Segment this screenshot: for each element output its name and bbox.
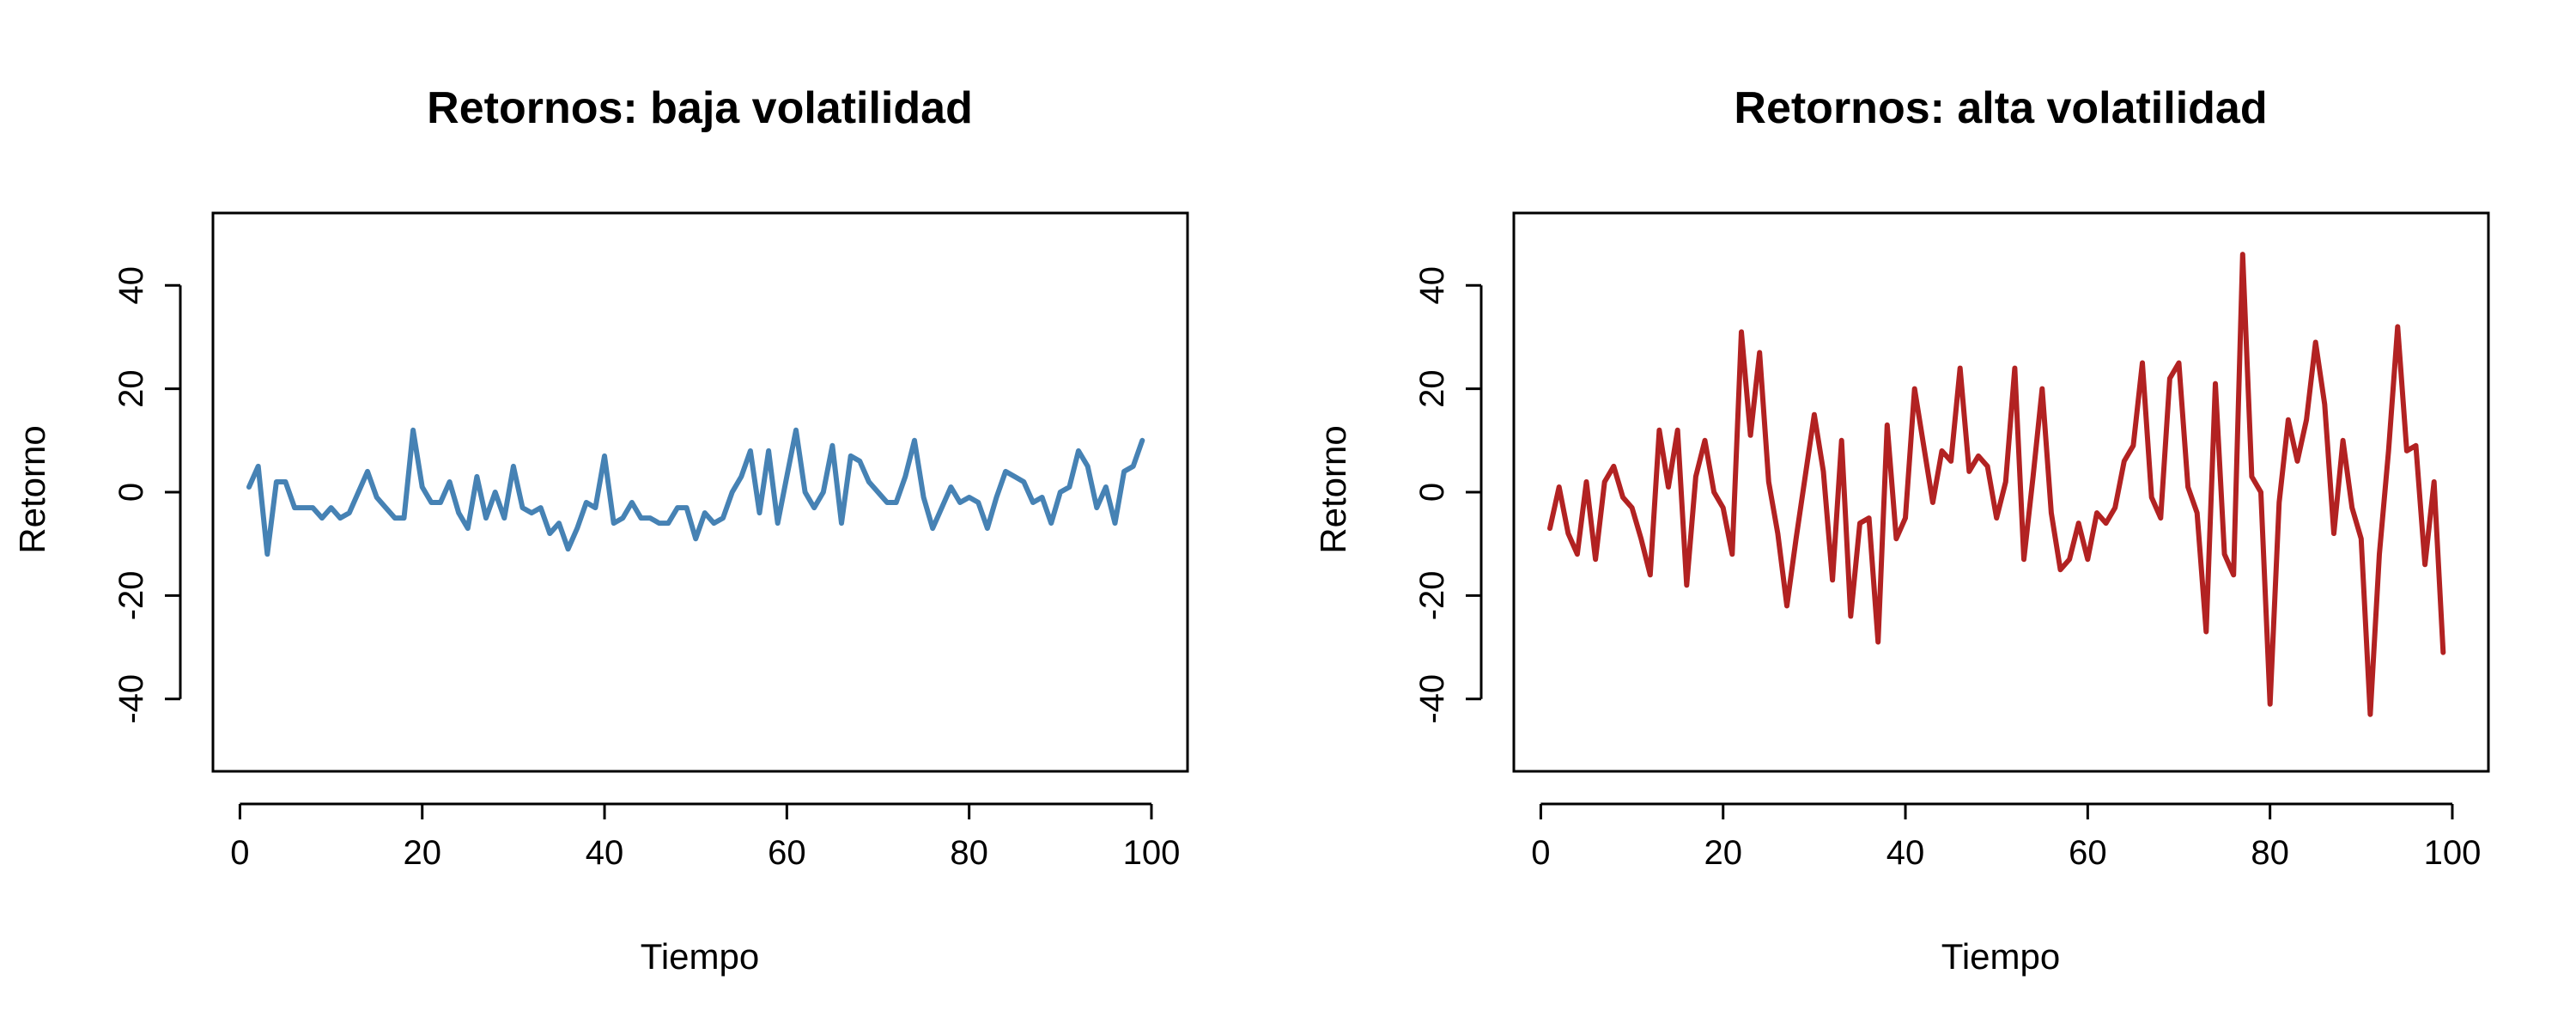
y-axis-label: Retorno [12,425,52,553]
x-tick-label: 80 [2251,834,2289,872]
x-tick-label: 40 [1886,834,1925,872]
y-tick-label: 0 [1413,483,1451,502]
series-line [1547,252,2446,717]
chart-title: Retornos: alta volatilidad [1734,83,2267,133]
x-tick-label: 0 [230,834,249,872]
x-tick-label: 80 [950,834,988,872]
x-tick-label: 0 [1531,834,1550,872]
y-tick-label: 40 [112,266,150,305]
x-axis-label: Tiempo [641,936,760,977]
x-tick-label: 20 [1704,834,1742,872]
y-tick-label: 20 [1413,369,1451,408]
x-tick-label: 60 [768,834,806,872]
y-tick-label: -20 [1413,570,1451,620]
plot-frame [211,211,1189,773]
y-tick-label: -40 [112,674,150,724]
plot-frame [1512,211,2490,773]
y-axis-label: Retorno [1313,425,1353,553]
y-tick-label: 40 [1413,266,1451,305]
panel-baja-volatilidad: Retornos: baja volatilidad Tiempo Retorn… [12,83,1189,977]
series-line [246,427,1145,557]
x-tick-label: 40 [586,834,624,872]
chart-title: Retornos: baja volatilidad [427,83,973,133]
y-tick-label: -40 [1413,674,1451,724]
panel-alta-volatilidad: Retornos: alta volatilidad Tiempo Retorn… [1313,83,2490,977]
x-tick-label: 100 [2424,834,2482,872]
x-tick-label: 60 [2069,834,2107,872]
y-tick-label: -20 [112,570,150,620]
y-tick-label: 20 [112,369,150,408]
x-tick-label: 20 [403,834,441,872]
x-tick-label: 100 [1123,834,1181,872]
x-axis-label: Tiempo [1941,936,2061,977]
y-tick-label: 0 [112,483,150,502]
